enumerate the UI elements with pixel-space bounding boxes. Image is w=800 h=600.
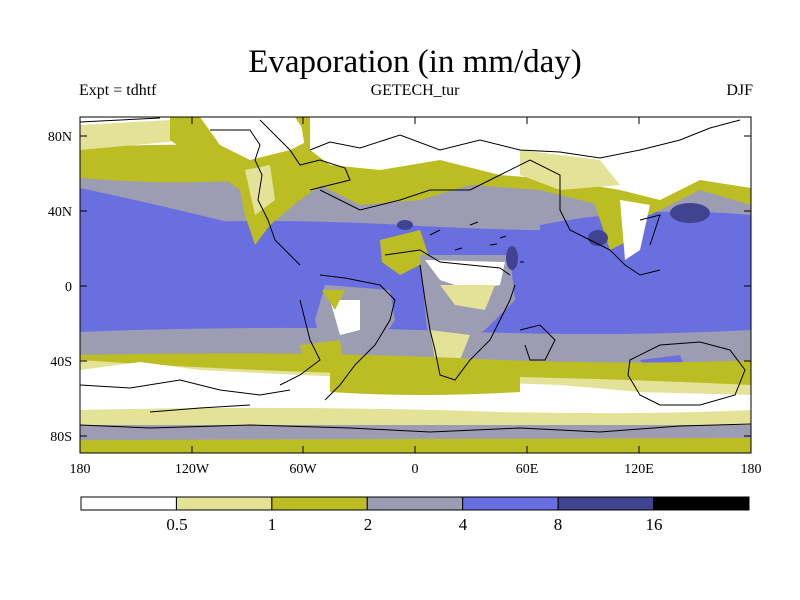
legend-frame: [80, 496, 750, 511]
x-tick-180-west: 180: [70, 462, 91, 477]
x-tick-60e: 60E: [516, 462, 539, 477]
legend-swatch-6: [653, 496, 750, 511]
legend-swatch-4: [462, 496, 559, 511]
y-tick-equator: 0: [65, 280, 72, 295]
y-axis-tick-marks: [80, 135, 751, 437]
experiment-label: Expt = tdhtf: [79, 82, 157, 99]
x-axis-tick-marks: [191, 117, 640, 453]
legend-swatch-0: [80, 496, 177, 511]
legend-label-16: 16: [646, 515, 663, 534]
x-tick-120e: 120E: [624, 462, 654, 477]
legend-swatch-2: [271, 496, 368, 511]
coastlines: [80, 117, 751, 433]
y-tick-40n: 40N: [48, 205, 72, 220]
x-tick-60w: 60W: [289, 462, 317, 477]
legend-swatch-3: [366, 496, 464, 511]
y-tick-80s: 80S: [50, 430, 72, 445]
evaporation-field: [80, 117, 751, 453]
legend-color-bar: [80, 496, 750, 511]
legend-label-0-5: 0.5: [166, 515, 187, 534]
legend-swatch-1: [175, 496, 273, 511]
map-title: Evaporation (in mm/day): [248, 44, 582, 80]
legend-label-8: 8: [554, 515, 563, 534]
season-label: DJF: [726, 82, 753, 99]
dataset-label: GETECH_tur: [370, 82, 460, 99]
legend-swatch-5: [557, 496, 655, 511]
legend-label-4: 4: [459, 515, 468, 534]
y-tick-40s: 40S: [50, 355, 72, 370]
legend-label-1: 1: [268, 515, 277, 534]
y-tick-80n: 80N: [48, 130, 72, 145]
legend-label-2: 2: [364, 515, 373, 534]
x-tick-180-east: 180: [741, 462, 762, 477]
x-tick-0: 0: [412, 462, 419, 477]
x-tick-120w: 120W: [175, 462, 210, 477]
